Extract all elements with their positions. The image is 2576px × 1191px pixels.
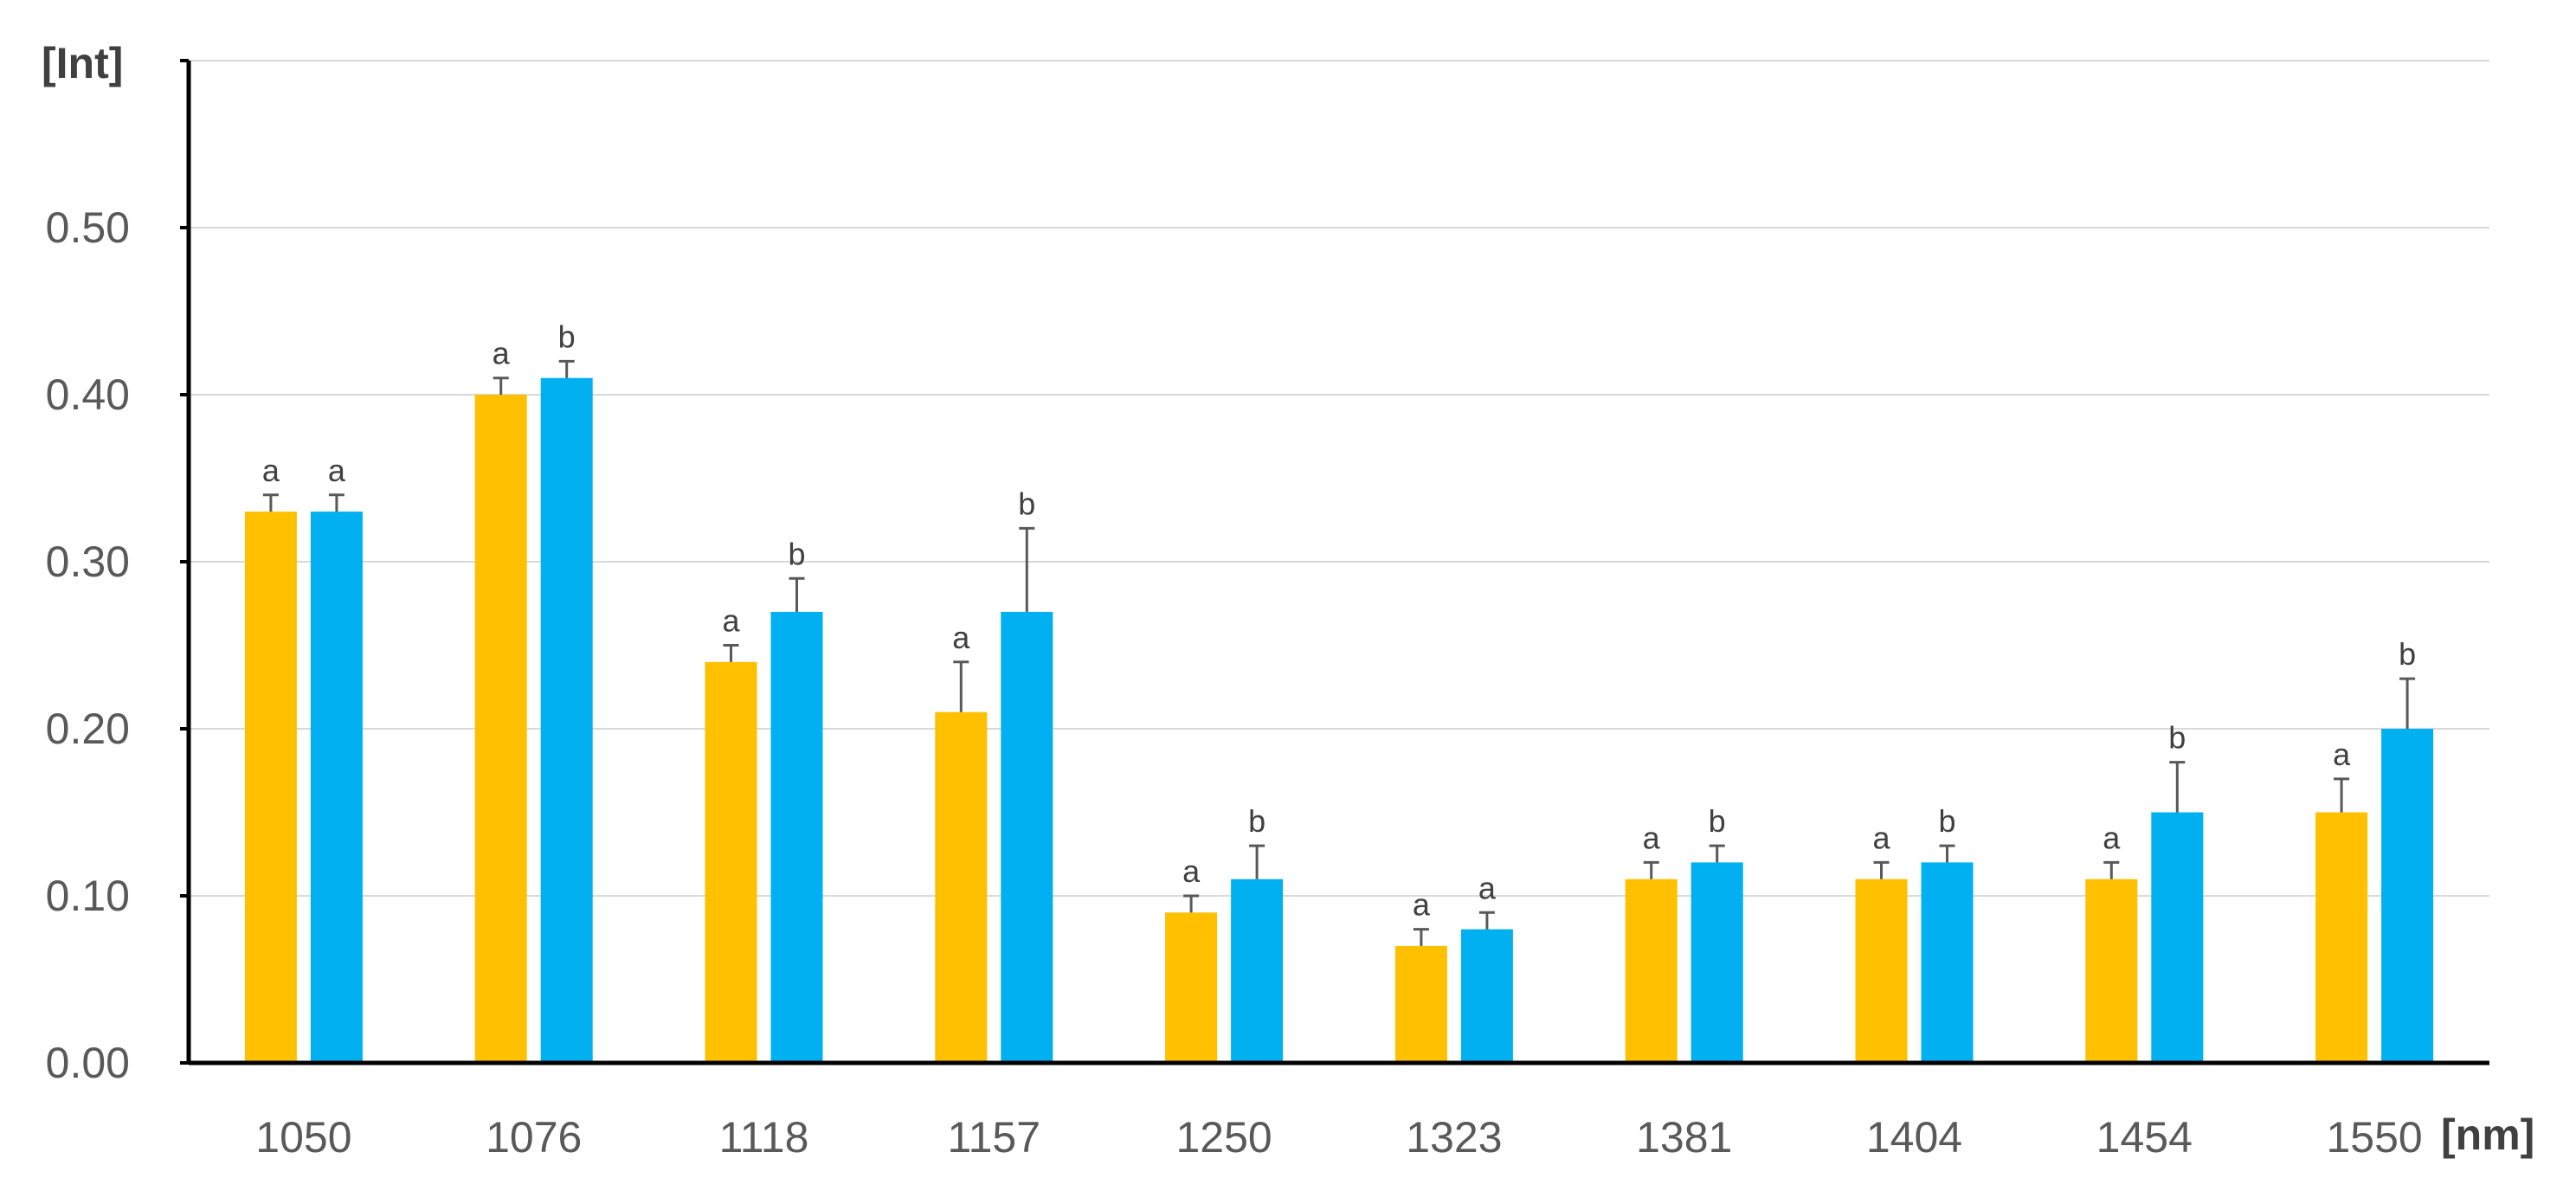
x-tick-label: 1250 — [1175, 1113, 1272, 1162]
bar — [1855, 879, 1908, 1063]
x-axis-title: [nm] — [2441, 1111, 2534, 1159]
tick-labels: 0.00 0.10 0.20 0.30 0.40 0.50 a a 1050 a b 1076 a b 11… — [46, 203, 2423, 1162]
significance-label: a — [722, 603, 740, 639]
y-tick-label: 0.40 — [46, 370, 130, 419]
axes — [186, 61, 2489, 1065]
bar — [770, 611, 823, 1063]
y-tick-label: 0.30 — [46, 538, 130, 586]
y-axis-title: [Int] — [42, 39, 123, 87]
x-tick-label: 1050 — [255, 1113, 351, 1162]
significance-label: b — [1709, 803, 1726, 839]
significance-label: a — [1478, 870, 1497, 905]
bar — [2085, 879, 2138, 1063]
significance-label: a — [2103, 820, 2121, 855]
significance-label: a — [262, 453, 280, 488]
significance-label: b — [788, 536, 805, 571]
significance-label: a — [1643, 820, 1661, 855]
bar — [474, 395, 527, 1063]
x-tick-label: 1076 — [486, 1113, 582, 1162]
significance-label: b — [558, 319, 576, 354]
significance-label: b — [1938, 803, 1955, 839]
bars — [244, 359, 2434, 1063]
bar — [935, 711, 988, 1063]
significance-label: a — [952, 620, 970, 655]
significance-label: a — [493, 336, 511, 371]
y-tick-label: 0.20 — [46, 705, 130, 753]
bar — [1165, 912, 1218, 1063]
y-tick-label: 0.00 — [46, 1039, 130, 1087]
bar — [1921, 862, 1974, 1063]
bar — [2381, 729, 2434, 1063]
significance-label: a — [1182, 853, 1201, 889]
bar — [705, 661, 757, 1063]
significance-label: b — [1018, 486, 1035, 521]
bar — [1001, 611, 1053, 1063]
y-tick-label: 0.10 — [46, 872, 130, 920]
y-tick-label: 0.50 — [46, 203, 130, 252]
bar — [310, 512, 363, 1063]
significance-label: b — [1248, 803, 1265, 839]
bar — [244, 512, 297, 1063]
bar — [540, 377, 593, 1063]
x-tick-label: 1550 — [2326, 1113, 2422, 1162]
significance-label: a — [328, 453, 346, 488]
significance-label: a — [1872, 820, 1890, 855]
significance-label: b — [2399, 636, 2416, 672]
significance-label: b — [2168, 720, 2186, 756]
significance-label: a — [1413, 887, 1431, 923]
bar — [1625, 879, 1678, 1063]
bar — [1690, 862, 1743, 1063]
bar — [1394, 945, 1447, 1063]
x-tick-label: 1454 — [2096, 1113, 2193, 1162]
significance-label: a — [2333, 737, 2351, 772]
bar — [2315, 812, 2368, 1063]
bar — [2151, 812, 2204, 1063]
bar — [1460, 929, 1513, 1063]
x-tick-label: 1404 — [1866, 1113, 1962, 1162]
x-tick-label: 1381 — [1636, 1113, 1732, 1162]
bar — [1231, 879, 1284, 1063]
x-tick-label: 1157 — [948, 1113, 1041, 1162]
x-tick-label: 1118 — [719, 1113, 809, 1162]
x-tick-label: 1323 — [1406, 1113, 1502, 1162]
